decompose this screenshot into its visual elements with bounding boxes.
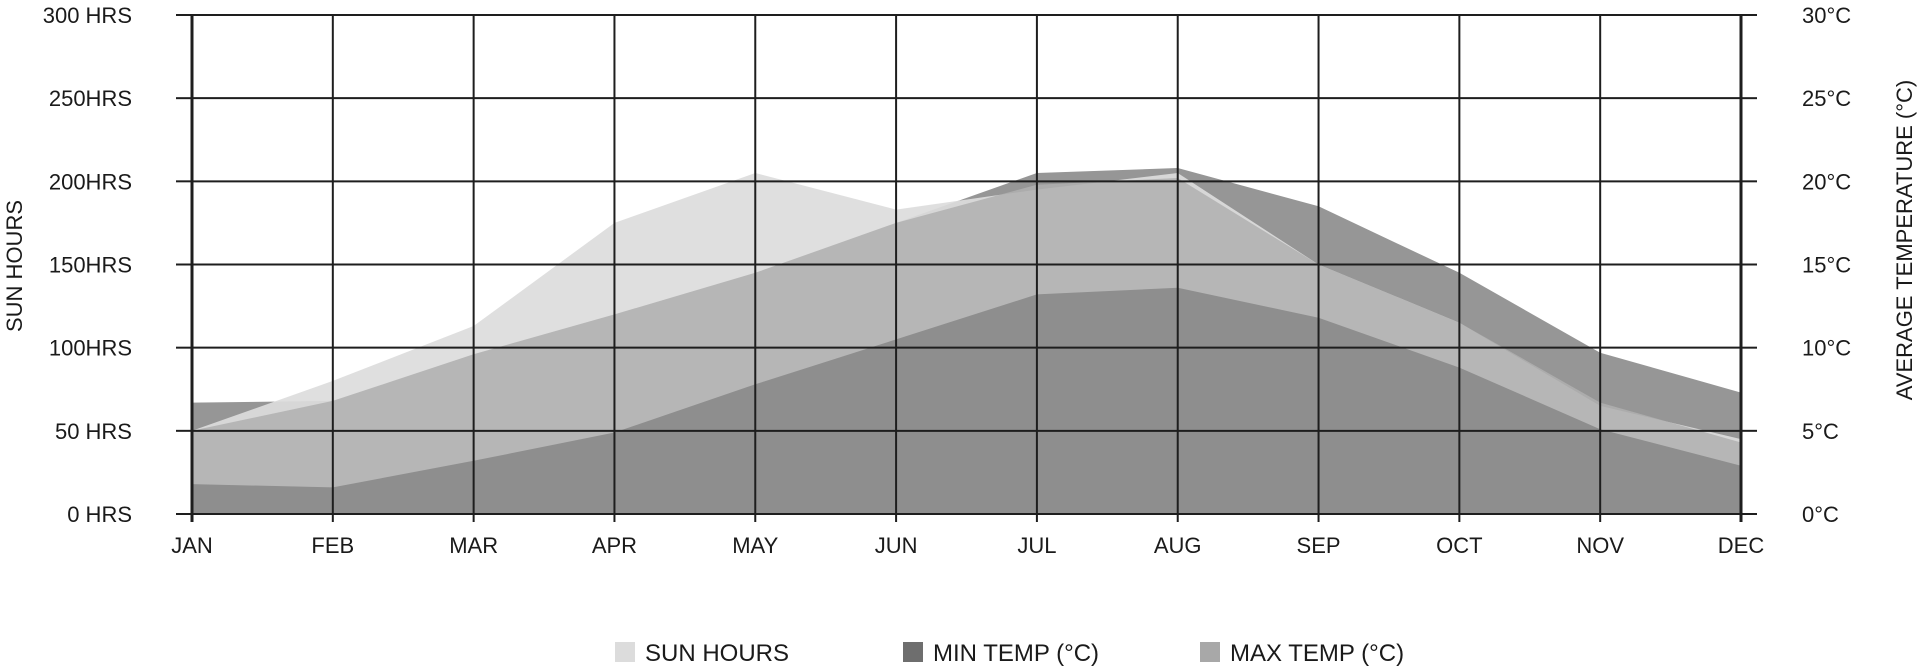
right-tick-label: 10°C [1802,336,1851,361]
area-series-group [192,168,1741,514]
right-tick-label: 5°C [1802,419,1839,444]
left-axis-ticks: 0 HRS 50 HRS 100HRS 150HRS 200HRS 250HRS 300 H… [43,3,132,527]
grid-lines [176,14,1757,522]
x-axis-ticks: JAN FEB MAR APR MAY JUN JUL AUG SEP OCT NOV DEC [171,533,1764,558]
legend-label: SUN HOURS [645,640,789,667]
left-tick-label: 100HRS [49,336,132,361]
left-tick-label: 300 HRS [43,3,132,28]
x-tick-label: OCT [1436,533,1482,558]
legend: SUN HOURS MIN TEMP (°C) MAX TEMP (°C) [615,640,1404,667]
legend-swatch [615,642,635,662]
x-tick-label: JUN [875,533,918,558]
left-tick-label: 50 HRS [55,419,132,444]
legend-swatch [1200,642,1220,662]
x-tick-label: MAR [449,533,498,558]
min-temp-area [192,287,1741,514]
left-tick-label: 250HRS [49,86,132,111]
right-axis-title: AVERAGE TEMPERATURE (°C) [1892,80,1917,401]
x-tick-label: NOV [1576,533,1624,558]
x-tick-label: JUL [1017,533,1056,558]
x-tick-label: DEC [1718,533,1765,558]
x-tick-label: SEP [1297,533,1341,558]
x-tick-label: JAN [171,533,213,558]
left-tick-label: 200HRS [49,169,132,194]
legend-swatch [903,642,923,662]
right-tick-label: 30°C [1802,3,1851,28]
legend-label: MAX TEMP (°C) [1230,640,1404,667]
x-tick-label: APR [592,533,637,558]
right-tick-label: 20°C [1802,169,1851,194]
left-tick-label: 0 HRS [67,502,132,527]
right-axis-ticks: 0°C 5°C 10°C 15°C 20°C 25°C 30°C [1802,3,1851,527]
left-tick-label: 150HRS [49,253,132,278]
x-tick-label: FEB [311,533,354,558]
x-tick-label: AUG [1154,533,1202,558]
x-tick-label: MAY [732,533,778,558]
right-tick-label: 15°C [1802,253,1851,278]
left-axis-title: SUN HOURS [2,200,27,332]
right-tick-label: 0°C [1802,502,1839,527]
legend-label: MIN TEMP (°C) [933,640,1099,667]
right-tick-label: 25°C [1802,86,1851,111]
